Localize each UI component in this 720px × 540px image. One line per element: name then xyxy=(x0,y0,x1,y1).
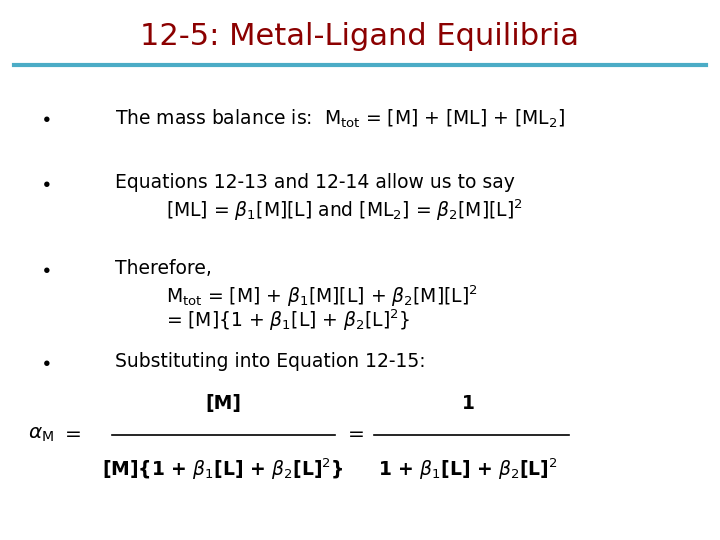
Text: = [M]{1 + $\beta_1$[L] + $\beta_2$[L]$^2$}: = [M]{1 + $\beta_1$[L] + $\beta_2$[L]$^2… xyxy=(166,308,410,333)
Text: $\rm M_{tot}$ = [M] + $\beta_1$[M][L] + $\beta_2$[M][L]$^2$: $\rm M_{tot}$ = [M] + $\beta_1$[M][L] + … xyxy=(166,284,477,309)
Text: $\bullet$: $\bullet$ xyxy=(40,108,50,127)
Text: Therefore,: Therefore, xyxy=(115,259,212,278)
Text: $\bullet$: $\bullet$ xyxy=(40,352,50,371)
Text: $\bullet$: $\bullet$ xyxy=(40,259,50,278)
Text: $\bullet$: $\bullet$ xyxy=(40,173,50,192)
Text: 1: 1 xyxy=(462,394,474,413)
Text: Equations 12-13 and 12-14 allow us to say: Equations 12-13 and 12-14 allow us to sa… xyxy=(115,173,515,192)
Text: $\alpha_{\rm M}$: $\alpha_{\rm M}$ xyxy=(28,425,54,444)
Text: [ML] = $\beta_1$[M][L] and [ML$_2$] = $\beta_2$[M][L]$^2$: [ML] = $\beta_1$[M][L] and [ML$_2$] = $\… xyxy=(166,197,523,222)
Text: =: = xyxy=(65,425,81,444)
Text: Substituting into Equation 12-15:: Substituting into Equation 12-15: xyxy=(115,352,426,371)
Text: 12-5: Metal-Ligand Equilibria: 12-5: Metal-Ligand Equilibria xyxy=(140,22,580,51)
Text: [M]: [M] xyxy=(205,394,241,413)
Text: 1 + $\beta_1$[L] + $\beta_2$[L]$^2$: 1 + $\beta_1$[L] + $\beta_2$[L]$^2$ xyxy=(378,456,558,482)
Text: [M]{1 + $\beta_1$[L] + $\beta_2$[L]$^2$}: [M]{1 + $\beta_1$[L] + $\beta_2$[L]$^2$} xyxy=(102,456,344,482)
Text: The mass balance is:  $\rm M_{tot}$ = [M] + [ML] + [ML$_2$]: The mass balance is: $\rm M_{tot}$ = [M]… xyxy=(115,108,565,130)
Text: =: = xyxy=(348,425,365,444)
